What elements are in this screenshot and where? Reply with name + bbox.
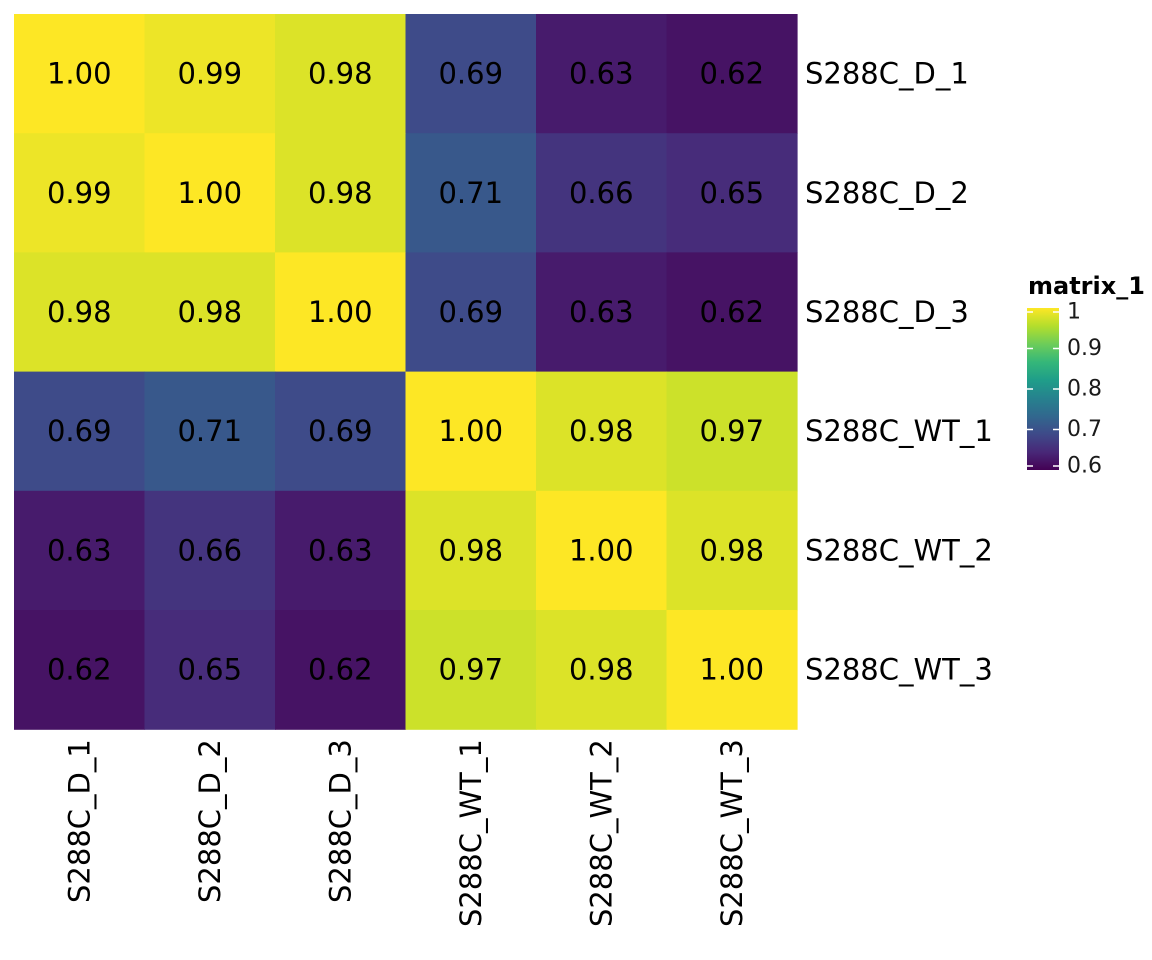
- cell-value-label: 0.98: [438, 533, 503, 567]
- heatmap-cell: [275, 14, 407, 134]
- cell-value-label: 1.00: [177, 176, 242, 210]
- heatmap-cell: [275, 371, 407, 492]
- heatmap-cell: [144, 610, 276, 730]
- row-labels: S288C_D_1 S288C_D_2 S288C_D_3 S288C_WT_1 S28…: [805, 57, 993, 687]
- cell-value-label: 0.63: [47, 533, 112, 567]
- cell-value-label: 1.00: [308, 295, 373, 329]
- heatmap-cell: [405, 610, 537, 730]
- cell-value-label: 1.00: [438, 414, 503, 448]
- row-label: S288C_WT_1: [805, 414, 993, 448]
- color-legend: matrix_1 1 0.9 0.8 0.7 0.6: [1027, 272, 1145, 479]
- heatmap-cell: [144, 133, 276, 253]
- cell-value-label: 1.00: [699, 653, 764, 687]
- heatmap-cell: [666, 252, 798, 373]
- heatmap-cell: [536, 610, 668, 730]
- cell-value-label: 0.63: [569, 295, 634, 329]
- cell-value-label: 1.00: [569, 533, 634, 567]
- cell-value-label: 0.97: [438, 653, 503, 687]
- heatmap-cell: [536, 133, 668, 253]
- column-label: S288C_D_3: [323, 739, 357, 903]
- row-label: S288C_D_1: [805, 57, 969, 91]
- heatmap-cells: [14, 14, 798, 730]
- cell-value-label: 0.98: [699, 533, 764, 567]
- cell-value-label: 0.62: [699, 295, 764, 329]
- row-label: S288C_WT_3: [805, 653, 993, 687]
- heatmap-cell: [405, 133, 537, 253]
- heatmap-cell: [14, 371, 146, 492]
- row-label: S288C_WT_2: [805, 533, 993, 567]
- cell-value-label: 0.69: [308, 414, 373, 448]
- cell-value-label: 1.00: [47, 57, 112, 91]
- heatmap-cell: [275, 490, 407, 611]
- cell-value-label: 0.98: [177, 295, 242, 329]
- cell-value-label: 0.62: [699, 57, 764, 91]
- heatmap-cell: [666, 490, 798, 611]
- heatmap-cell: [144, 371, 276, 492]
- cell-value-label: 0.98: [308, 57, 373, 91]
- cell-value-label: 0.62: [308, 653, 373, 687]
- cell-value-label: 0.62: [47, 653, 112, 687]
- heatmap-cell: [405, 371, 537, 492]
- heatmap-cell: [14, 14, 146, 134]
- cell-value-label: 0.99: [47, 176, 112, 210]
- heatmap-cell: [144, 252, 276, 373]
- cell-value-label: 0.71: [177, 414, 242, 448]
- heatmap-cell: [536, 490, 668, 611]
- heatmap-cell: [14, 252, 146, 373]
- cell-value-label: 0.66: [177, 533, 242, 567]
- cell-value-label: 0.98: [569, 414, 634, 448]
- legend-tick-label: 0.9: [1067, 336, 1102, 361]
- heatmap-cell: [536, 371, 668, 492]
- heatmap-cell: [144, 14, 276, 134]
- cell-value-label: 0.69: [438, 295, 503, 329]
- column-label: S288C_WT_1: [454, 739, 488, 927]
- heatmap-cell: [14, 610, 146, 730]
- cell-value-label: 0.98: [47, 295, 112, 329]
- cell-value-label: 0.69: [47, 414, 112, 448]
- cell-value-label: 0.66: [569, 176, 634, 210]
- heatmap-cell: [666, 14, 798, 134]
- cell-value-label: 0.63: [308, 533, 373, 567]
- heatmap-cell: [666, 133, 798, 253]
- heatmap-cell: [666, 371, 798, 492]
- column-label: S288C_D_1: [62, 739, 96, 903]
- cell-value-label: 0.98: [569, 653, 634, 687]
- column-labels: S288C_D_1 S288C_D_2 S288C_D_3 S288C_WT_1 S28…: [62, 739, 749, 927]
- cell-value-label: 0.65: [699, 176, 764, 210]
- legend-tick-label: 0.6: [1067, 454, 1102, 479]
- column-label: S288C_WT_2: [584, 739, 618, 927]
- heatmap-cell: [536, 14, 668, 134]
- cell-value-label: 0.71: [438, 176, 503, 210]
- cell-value-label: 0.69: [438, 57, 503, 91]
- legend-tick-label: 1: [1067, 300, 1081, 325]
- heatmap-cell: [666, 610, 798, 730]
- row-label: S288C_D_3: [805, 295, 969, 329]
- cell-value-label: 0.63: [569, 57, 634, 91]
- heatmap-cell: [14, 133, 146, 253]
- cell-value-label: 0.99: [177, 57, 242, 91]
- legend-ticks: 1 0.9 0.8 0.7 0.6: [1027, 300, 1102, 479]
- cell-value-label: 0.98: [308, 176, 373, 210]
- row-label: S288C_D_2: [805, 176, 969, 210]
- heatmap-cell: [275, 610, 407, 730]
- heatmap-cell: [275, 252, 407, 373]
- column-label: S288C_WT_3: [715, 739, 749, 927]
- heatmap-cell: [405, 252, 537, 373]
- column-label: S288C_D_2: [193, 739, 227, 903]
- heatmap-cell: [275, 133, 407, 253]
- legend-tick-label: 0.8: [1067, 377, 1102, 402]
- heatmap-cell: [14, 490, 146, 611]
- cell-value-label: 0.65: [177, 653, 242, 687]
- heatmap-cell: [536, 252, 668, 373]
- heatmap-cell-labels: 1.00 0.99 0.98 0.69 0.63 0.62 0.99 1.00 0.98 0.71…: [47, 57, 764, 687]
- legend-title: matrix_1: [1028, 272, 1145, 300]
- heatmap-cell: [405, 14, 537, 134]
- heatmap-cell: [405, 490, 537, 611]
- cell-value-label: 0.97: [699, 414, 764, 448]
- legend-tick-label: 0.7: [1067, 417, 1102, 442]
- heatmap-cell: [144, 490, 276, 611]
